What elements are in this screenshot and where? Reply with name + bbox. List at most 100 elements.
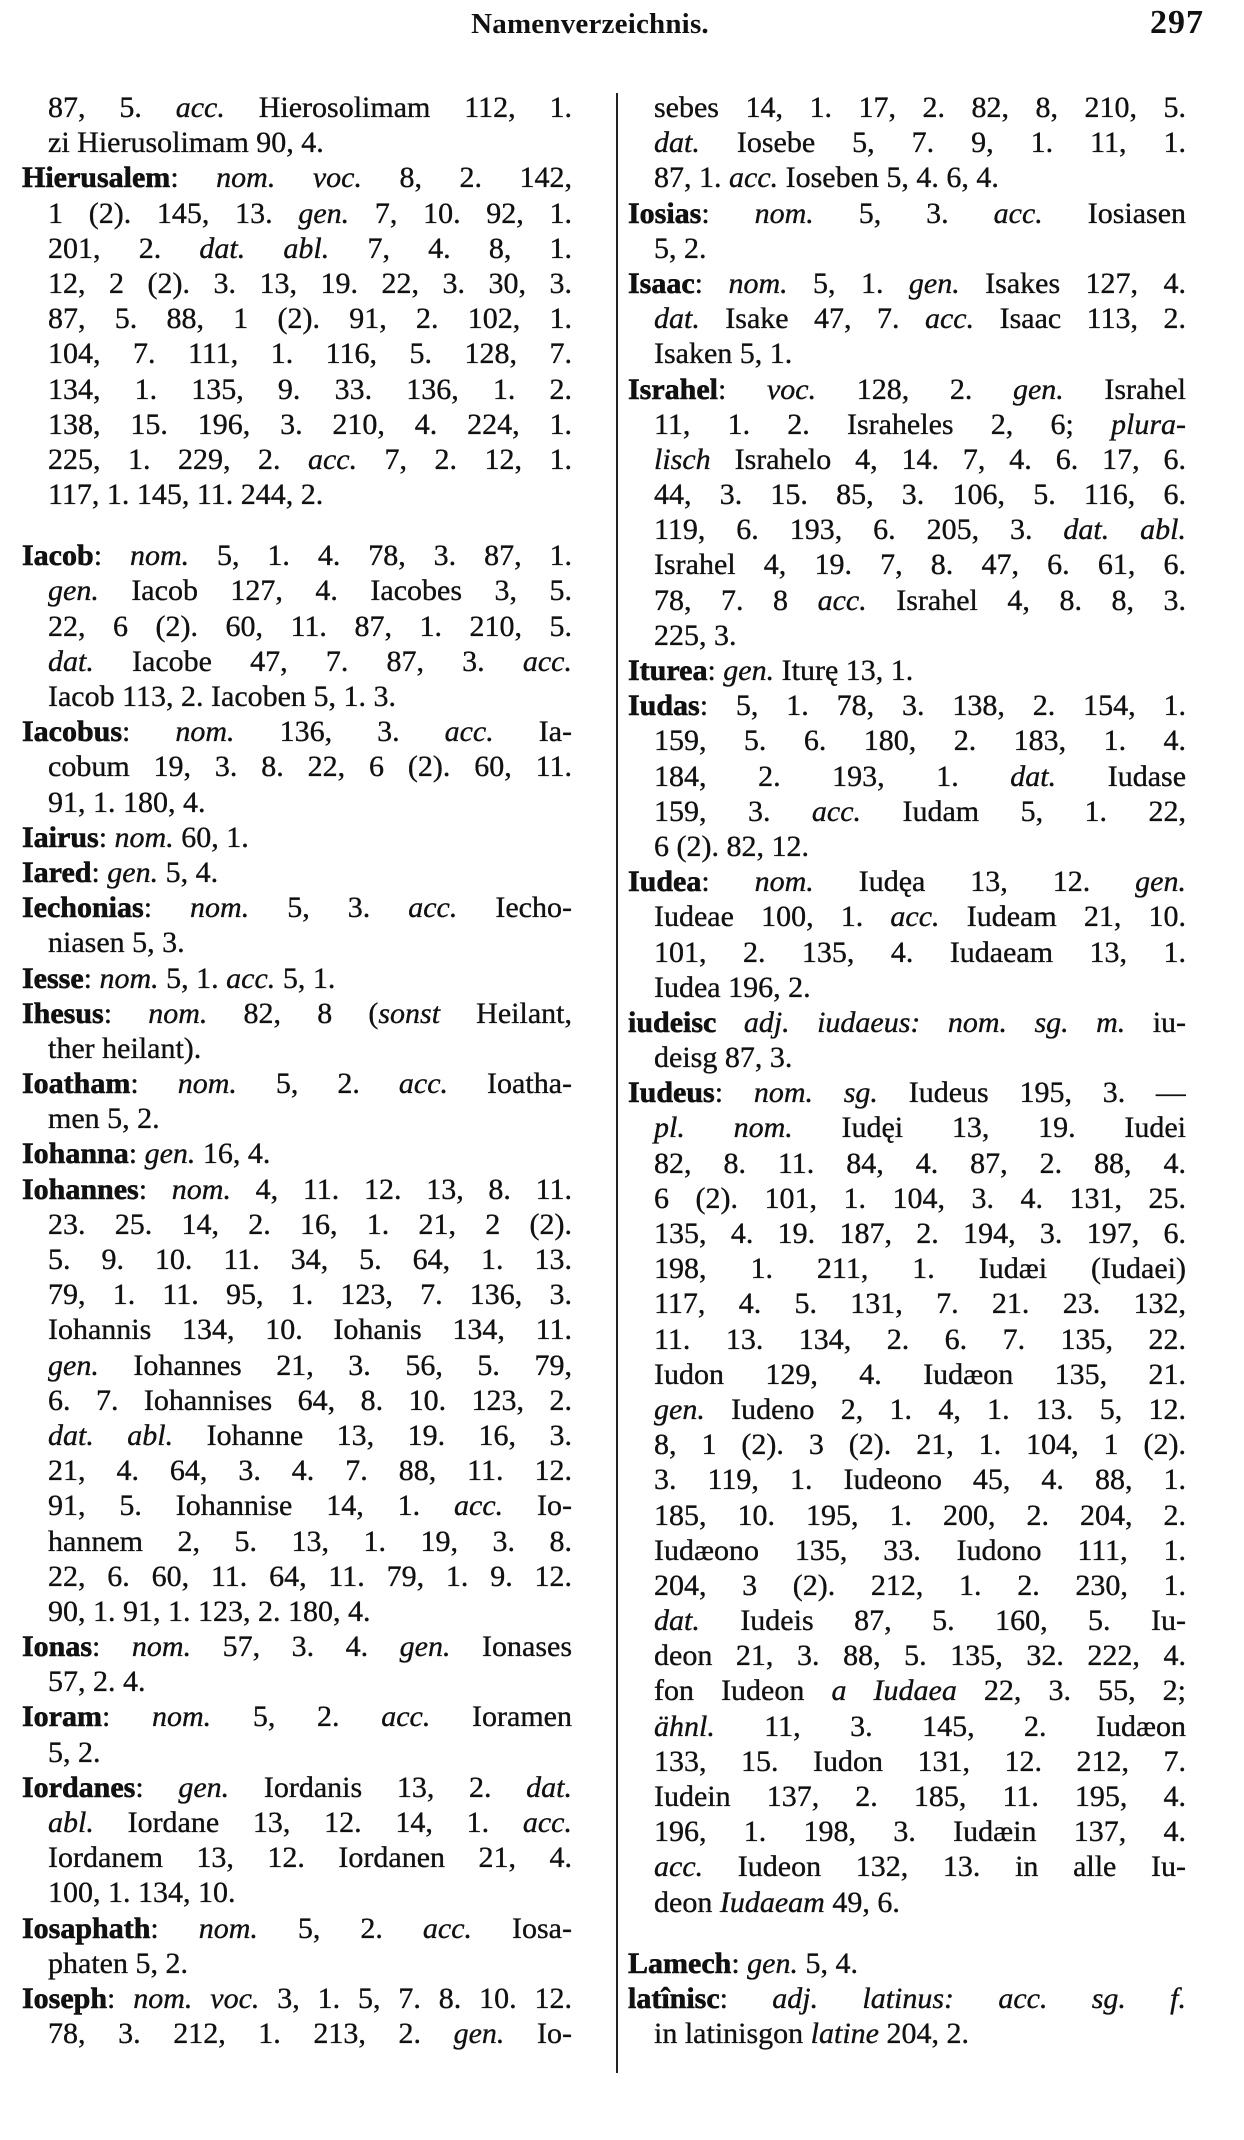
entry-line: Iudea: nom. Iudęa 13, 12. gen. — [628, 864, 1186, 899]
grammar-label: adj. latinus: acc. sg. f. — [772, 1981, 1186, 2015]
index-entry: Ioram: nom. 5, 2. acc. Ioramen 5, 2. — [22, 1699, 572, 1769]
grammar-label: nom. — [190, 891, 250, 925]
reference-text: Ioatha- — [448, 1067, 572, 1101]
headword: Iturea — [628, 654, 708, 688]
reference-text: Israhelo 4, 14. 7, 4. 6. 17, 6. — [710, 442, 1186, 476]
reference-text: 117, 1. 145, 11. 244, 2. — [48, 478, 324, 512]
headword: latînisc — [628, 1981, 720, 2016]
reference-text: Iohannes 21, 3. 56, 5. 79, — [98, 1348, 572, 1382]
reference-text: 5, 4. — [158, 855, 219, 889]
reference-text: : — [150, 1911, 199, 1945]
reference-text: 185, 10. 195, 1. 200, 2. 204, 2. — [654, 1498, 1186, 1532]
grammar-label: acc. — [811, 794, 862, 828]
reference-text: 3, 1. 5, 7. 8. 10. 12. — [259, 1981, 572, 2015]
grammar-label: Iudaeam — [719, 1885, 825, 1919]
right-column: sebes 14, 1. 17, 2. 82, 8, 210, 5. dat. I… — [628, 90, 1186, 2051]
reference-text: 87, 1. — [654, 161, 729, 195]
reference-text: : — [707, 654, 724, 687]
index-entry: iudeisc adj. iudaeus: nom. sg. m. iu-dei… — [628, 1005, 1186, 1075]
index-entry: Lamech: gen. 5, 4. — [628, 1946, 1186, 1981]
reference-text — [716, 1006, 743, 1039]
entry-line: 87, 5. acc. Hierosolimam 112, 1. — [22, 90, 572, 125]
grammar-label: dat. abl. — [199, 231, 330, 265]
entry-line: 225, 1. 229, 2. acc. 7, 2. 12, 1. — [22, 442, 572, 477]
reference-text: 49, 6. — [824, 1885, 900, 1919]
reference-text: fon Iudeon — [654, 1674, 832, 1708]
grammar-label: acc. — [454, 1489, 504, 1523]
reference-text: 104, 7. 111, 1. 116, 5. 128, 7. — [48, 337, 572, 371]
reference-text: Iudein 137, 2. 185, 11. 195, 4. — [654, 1780, 1186, 1813]
reference-text: Iordanem 13, 12. Iordanen 21, 4. — [48, 1841, 572, 1875]
reference-text: 8, 1 (2). 3 (2). 21, 1. 104, 1 (2). — [654, 1428, 1186, 1462]
reference-text: 82, 8. 11. 84, 4. 87, 2. 88, 4. — [654, 1146, 1186, 1180]
grammar-label: acc. — [729, 161, 779, 195]
grammar-label: nom. — [129, 539, 190, 573]
entry-line: 138, 15. 196, 3. 210, 4. 224, 1. — [22, 407, 572, 442]
grammar-label: abl. — [48, 1806, 94, 1839]
headword: Ihesus — [22, 996, 104, 1030]
reference-text: 5, 2. — [48, 1735, 101, 1769]
reference-text: Iudeno 2, 1. 4, 1. 13. 5, 12. — [704, 1392, 1186, 1426]
grammar-label: dat. abl. — [1063, 513, 1186, 547]
headword: Iairus — [22, 820, 99, 854]
reference-text: : — [714, 1076, 754, 1110]
reference-text: 57, 2. 4. — [48, 1665, 146, 1699]
entry-line: 100, 1. 134, 10. — [22, 1875, 572, 1910]
reference-text: Iturę 13, 1. — [774, 654, 914, 687]
entry-line: 11. 13. 134, 2. 6. 7. 135, 22. — [628, 1322, 1186, 1357]
reference-text: 135, 4. 19. 187, 2. 194, 3. 197, 6. — [654, 1217, 1186, 1250]
entry-line: Israhel: voc. 128, 2. gen. Israhel — [628, 372, 1186, 407]
headword: Ioatham — [22, 1067, 131, 1101]
grammar-label: gen. — [654, 1392, 705, 1426]
reference-text: sebes 14, 1. 17, 2. 82, 8, 210, 5. — [654, 91, 1186, 124]
reference-text: 159, 3. — [654, 794, 812, 828]
grammar-label: nom. — [728, 266, 788, 300]
entry-line: 196, 1. 198, 3. Iudæin 137, 4. — [628, 1814, 1186, 1849]
entry-line: Iohanna: gen. 16, 4. — [22, 1136, 572, 1171]
reference-text: 159, 5. 6. 180, 2. 183, 1. 4. — [654, 724, 1186, 758]
reference-text: : — [130, 1067, 178, 1101]
entry-line: gen. Iohannes 21, 3. 56, 5. 79, — [22, 1348, 572, 1383]
reference-text: 90, 1. 91, 1. 123, 2. 180, 4. — [48, 1594, 371, 1628]
reference-text: 22, 3. 55, 2; — [956, 1674, 1186, 1708]
index-entry: Iechonias: nom. 5, 3. acc. Iecho-niasen … — [22, 890, 572, 960]
entry-line: 204, 3 (2). 212, 1. 2. 230, 1. — [628, 1568, 1186, 1603]
running-head: Namenverzeichnis. 297 — [0, 4, 1244, 48]
grammar-label: acc. — [398, 1067, 449, 1101]
reference-text: Iosiasen — [1042, 196, 1186, 230]
headword: Iudeus — [628, 1076, 715, 1110]
reference-text: 133, 15. Iudon 131, 12. 212, 7. — [654, 1744, 1186, 1778]
headword: Ioram — [22, 1700, 102, 1734]
reference-text: Israhel — [1063, 372, 1186, 406]
reference-text: 16, 4. — [195, 1137, 271, 1171]
index-entry: 87, 5. acc. Hierosolimam 112, 1. zi Hieru… — [22, 90, 572, 160]
reference-text: : — [103, 996, 149, 1030]
reference-text: 136, 3. — [234, 715, 445, 749]
reference-text: Ioramen — [430, 1700, 572, 1734]
entry-line: acc. Iudeon 132, 13. in alle Iu- — [628, 1849, 1186, 1884]
entry-line: dat. Iudeis 87, 5. 160, 5. Iu- — [628, 1603, 1186, 1638]
reference-text: : — [91, 855, 108, 889]
entry-line: Iudon 129, 4. Iudæon 135, 21. — [628, 1357, 1186, 1392]
headword: Iudea — [628, 865, 702, 899]
grammar-label: voc. — [766, 372, 817, 406]
reference-text: 184, 2. 193, 1. — [654, 759, 1011, 793]
entry-line: Iudas: 5, 1. 78, 3. 138, 2. 154, 1. — [628, 688, 1186, 723]
reference-text: 91, 5. Iohannise 14, 1. — [48, 1489, 454, 1523]
entry-line: Isaken 5, 1. — [628, 336, 1186, 371]
entry-line: men 5, 2. — [22, 1101, 572, 1136]
entry-line: 134, 1. 135, 9. 33. 136, 1. 2. — [22, 372, 572, 407]
index-entry: Iohannes: nom. 4, 11. 12. 13, 8. 11. 23. … — [22, 1172, 572, 1629]
entry-line: Iosaphath: nom. 5, 2. acc. Iosa- — [22, 1911, 572, 1946]
index-entry: Hierusalem: nom. voc. 8, 2. 142, 1 (2). 1… — [22, 160, 572, 512]
grammar-label: acc. — [993, 196, 1043, 230]
entry-line: Iared: gen. 5, 4. — [22, 855, 572, 890]
reference-text: 225, 3. — [654, 618, 737, 652]
reference-text: 5, 1. — [787, 266, 909, 300]
entry-line: 78, 3. 212, 1. 213, 2. gen. Io- — [22, 2016, 572, 2051]
grammar-label: gen. — [723, 654, 775, 687]
entry-line: 22, 6. 60, 11. 64, 11. 79, 1. 9. 12. — [22, 1559, 572, 1594]
grammar-label: acc. — [444, 715, 494, 749]
entry-line: Iudea 196, 2. — [628, 970, 1186, 1005]
grammar-label: acc. — [817, 583, 867, 617]
